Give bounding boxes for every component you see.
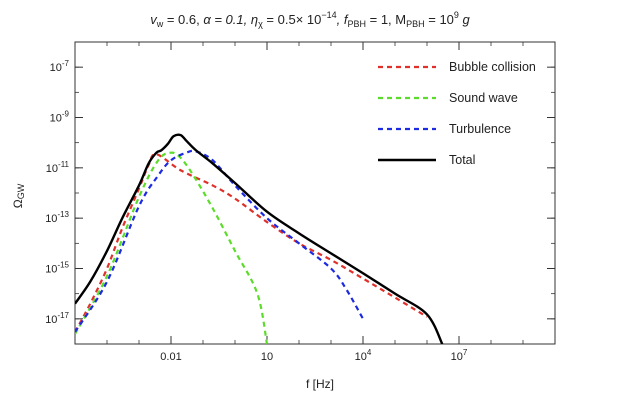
series-line-bubble-collision [75, 153, 428, 333]
x-tick-label: 10 [261, 351, 273, 363]
legend-label: Turbulence [449, 122, 511, 136]
legend-label: Total [449, 153, 475, 167]
series-line-turbulence [75, 149, 364, 333]
y-tick-label: 10-11 [46, 160, 70, 175]
x-axis-label: f [Hz] [306, 377, 334, 391]
y-tick-label: 10-9 [50, 110, 70, 125]
series-line-sound-wave [75, 151, 269, 344]
axis-ticks: 0.01 10 104 107 10-7 10-9 10-11 10-13 10-15 10-17 [45, 41, 556, 363]
x-tick-label: 104 [355, 348, 372, 363]
series-line-total [75, 133, 444, 344]
y-axis-label: ΩGW [11, 183, 26, 208]
y-tick-label: 10-17 [45, 311, 69, 326]
legend-label: Bubble collision [449, 60, 536, 74]
x-tick-label: 107 [451, 348, 468, 363]
chart-title: vw = 0.6, α = 0.1, ηχ = 0.5× 10−14, fPBH… [150, 10, 470, 29]
x-tick-label: 0.01 [160, 351, 181, 363]
y-tick-label: 10-15 [45, 261, 69, 276]
legend-label: Sound wave [449, 91, 518, 105]
legend: Bubble collision Sound wave Turbulence Tota… [378, 60, 536, 167]
series-lines [75, 133, 444, 344]
y-tick-label: 10-13 [45, 210, 69, 225]
y-tick-label: 10-7 [50, 59, 70, 74]
